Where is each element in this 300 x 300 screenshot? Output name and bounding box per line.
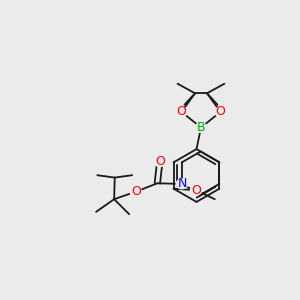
Ellipse shape xyxy=(176,107,187,117)
Ellipse shape xyxy=(190,185,202,195)
Ellipse shape xyxy=(195,123,207,132)
Ellipse shape xyxy=(215,107,226,117)
Text: N: N xyxy=(177,177,187,190)
Text: O: O xyxy=(216,105,225,119)
Text: O: O xyxy=(155,155,165,168)
Text: O: O xyxy=(191,184,201,197)
Ellipse shape xyxy=(130,187,142,196)
Ellipse shape xyxy=(176,179,188,189)
Text: O: O xyxy=(177,105,186,119)
Ellipse shape xyxy=(154,157,166,166)
Text: B: B xyxy=(197,121,205,134)
Text: O: O xyxy=(131,185,141,198)
